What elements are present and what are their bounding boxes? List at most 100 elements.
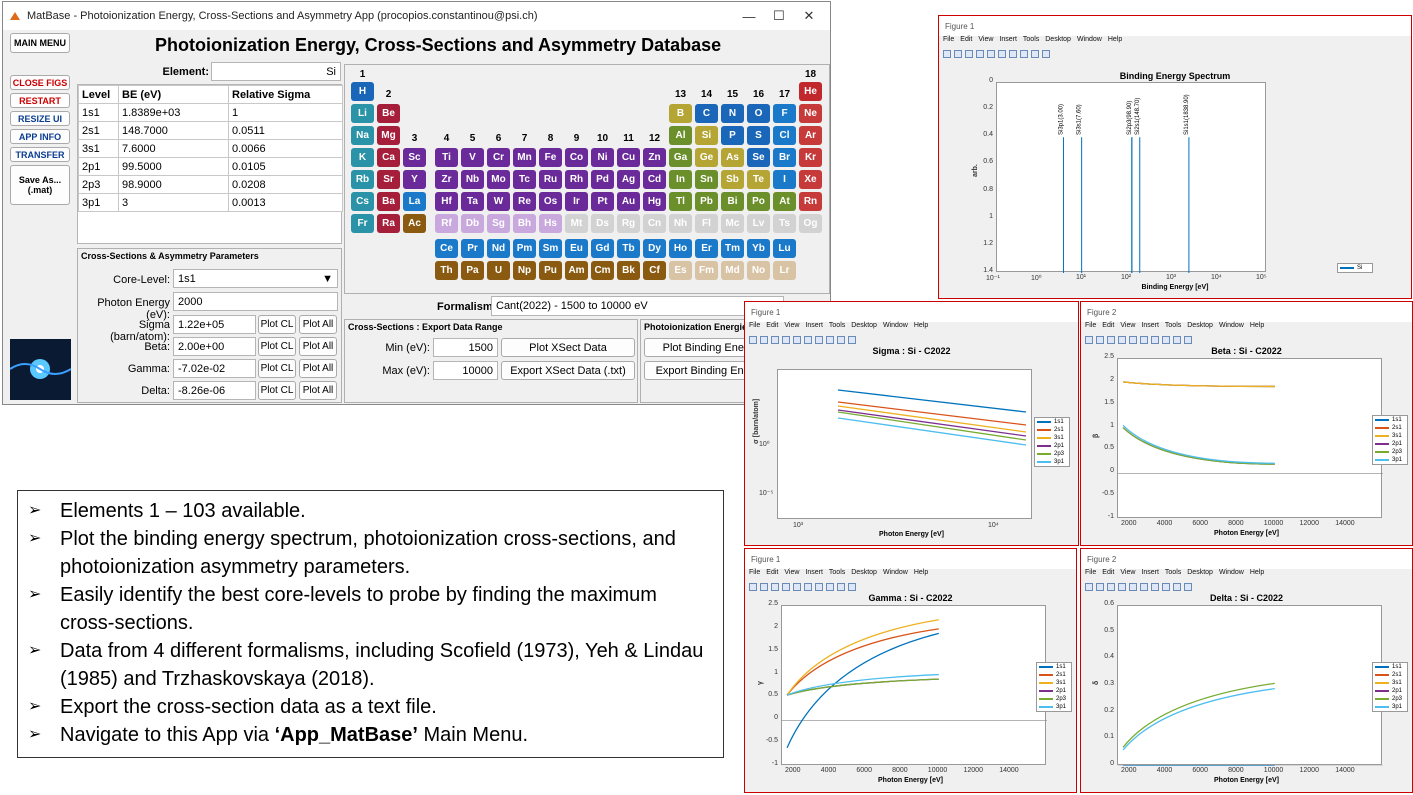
toolbar-icon[interactable]: [848, 336, 856, 344]
element-ni[interactable]: Ni: [591, 148, 614, 167]
toolbar-icon[interactable]: [965, 50, 973, 58]
toolbar-icon[interactable]: [749, 583, 757, 591]
element-cl[interactable]: Cl: [773, 126, 796, 145]
delta-plot-all-button[interactable]: Plot All: [299, 381, 337, 400]
element-mn[interactable]: Mn: [513, 148, 536, 167]
element-la[interactable]: La: [403, 192, 426, 211]
element-pb[interactable]: Pb: [695, 192, 718, 211]
menu-item[interactable]: Tools: [828, 322, 846, 329]
menu-item[interactable]: Edit: [1102, 569, 1115, 576]
menu-item[interactable]: Insert: [1141, 569, 1159, 576]
element-sr[interactable]: Sr: [377, 170, 400, 189]
toolbar-icon[interactable]: [1162, 336, 1170, 344]
toolbar-icon[interactable]: [998, 50, 1006, 58]
element-mc[interactable]: Mc: [721, 214, 744, 233]
menu-item[interactable]: Help: [1249, 569, 1265, 576]
element-at[interactable]: At: [773, 192, 796, 211]
element-lv[interactable]: Lv: [747, 214, 770, 233]
element-es[interactable]: Es: [669, 261, 692, 280]
menu-item[interactable]: Edit: [1102, 322, 1115, 329]
toolbar-icon[interactable]: [1085, 336, 1093, 344]
toolbar-icon[interactable]: [1096, 336, 1104, 344]
element-sb[interactable]: Sb: [721, 170, 744, 189]
element-ti[interactable]: Ti: [435, 148, 458, 167]
menu-item[interactable]: Insert: [805, 322, 823, 329]
app-info-button[interactable]: APP INFO: [10, 129, 70, 144]
element-hs[interactable]: Hs: [539, 214, 562, 233]
toolbar-icon[interactable]: [1096, 583, 1104, 591]
toolbar-icon[interactable]: [1031, 50, 1039, 58]
toolbar-icon[interactable]: [760, 583, 768, 591]
element-mg[interactable]: Mg: [377, 126, 400, 145]
element-w[interactable]: W: [487, 192, 510, 211]
element-mt[interactable]: Mt: [565, 214, 588, 233]
menu-item[interactable]: Edit: [960, 36, 973, 43]
element-au[interactable]: Au: [617, 192, 640, 211]
element-no[interactable]: No: [747, 261, 770, 280]
save-as-button[interactable]: Save As... (.mat): [10, 165, 70, 205]
element-ac[interactable]: Ac: [403, 214, 426, 233]
toolbar-icon[interactable]: [782, 583, 790, 591]
toolbar-icon[interactable]: [1085, 583, 1093, 591]
element-tm[interactable]: Tm: [721, 239, 744, 258]
element-am[interactable]: Am: [565, 261, 588, 280]
element-al[interactable]: Al: [669, 126, 692, 145]
element-pr[interactable]: Pr: [461, 239, 484, 258]
element-rg[interactable]: Rg: [617, 214, 640, 233]
toolbar-icon[interactable]: [1184, 583, 1192, 591]
beta-plot-cl-button[interactable]: Plot CL: [258, 337, 296, 356]
maximize-button[interactable]: ☐: [773, 8, 785, 23]
element-np[interactable]: Np: [513, 261, 536, 280]
element-cn[interactable]: Cn: [643, 214, 666, 233]
toolbar-icon[interactable]: [837, 336, 845, 344]
element-co[interactable]: Co: [565, 148, 588, 167]
toolbar-icon[interactable]: [793, 583, 801, 591]
toolbar-icon[interactable]: [1173, 583, 1181, 591]
element-se[interactable]: Se: [747, 148, 770, 167]
sigma-plot-cl-button[interactable]: Plot CL: [258, 315, 296, 334]
toolbar-icon[interactable]: [1009, 50, 1017, 58]
toolbar-icon[interactable]: [1107, 583, 1115, 591]
menu-item[interactable]: Tools: [1164, 569, 1182, 576]
menu-item[interactable]: Window: [882, 322, 908, 329]
toolbar-icon[interactable]: [1118, 583, 1126, 591]
menu-item[interactable]: Edit: [766, 322, 779, 329]
element-y[interactable]: Y: [403, 170, 426, 189]
menu-item[interactable]: View: [1120, 569, 1136, 576]
toolbar-icon[interactable]: [987, 50, 995, 58]
element-cd[interactable]: Cd: [643, 170, 666, 189]
menu-item[interactable]: Tools: [1022, 36, 1040, 43]
element-kr[interactable]: Kr: [799, 148, 822, 167]
element-xe[interactable]: Xe: [799, 170, 822, 189]
menu-item[interactable]: Window: [882, 569, 908, 576]
menu-item[interactable]: View: [784, 322, 800, 329]
element-eu[interactable]: Eu: [565, 239, 588, 258]
close-figs-button[interactable]: CLOSE FIGS: [10, 75, 70, 90]
element-i[interactable]: I: [773, 170, 796, 189]
toolbar-icon[interactable]: [1173, 336, 1181, 344]
element-h[interactable]: H: [351, 82, 374, 101]
gamma-plot-cl-button[interactable]: Plot CL: [258, 359, 296, 378]
gamma-plot-all-button[interactable]: Plot All: [299, 359, 337, 378]
element-ds[interactable]: Ds: [591, 214, 614, 233]
element-lu[interactable]: Lu: [773, 239, 796, 258]
element-sc[interactable]: Sc: [403, 148, 426, 167]
element-gd[interactable]: Gd: [591, 239, 614, 258]
table-row[interactable]: 3s1 7.6000 0.0066: [78, 139, 343, 158]
element-ta[interactable]: Ta: [461, 192, 484, 211]
close-button[interactable]: ✕: [803, 8, 815, 23]
menu-item[interactable]: File: [943, 36, 955, 43]
menu-item[interactable]: Insert: [805, 569, 823, 576]
export-xsect-button[interactable]: Export XSect Data (.txt): [501, 361, 635, 380]
element-nb[interactable]: Nb: [461, 170, 484, 189]
element-b[interactable]: B: [669, 104, 692, 123]
element-lr[interactable]: Lr: [773, 261, 796, 280]
element-ar[interactable]: Ar: [799, 126, 822, 145]
core-level-dropdown[interactable]: 1s1 ▼: [173, 269, 338, 288]
element-p[interactable]: P: [721, 126, 744, 145]
element-ra[interactable]: Ra: [377, 214, 400, 233]
element-cf[interactable]: Cf: [643, 261, 666, 280]
element-k[interactable]: K: [351, 148, 374, 167]
element-er[interactable]: Er: [695, 239, 718, 258]
element-ts[interactable]: Ts: [773, 214, 796, 233]
